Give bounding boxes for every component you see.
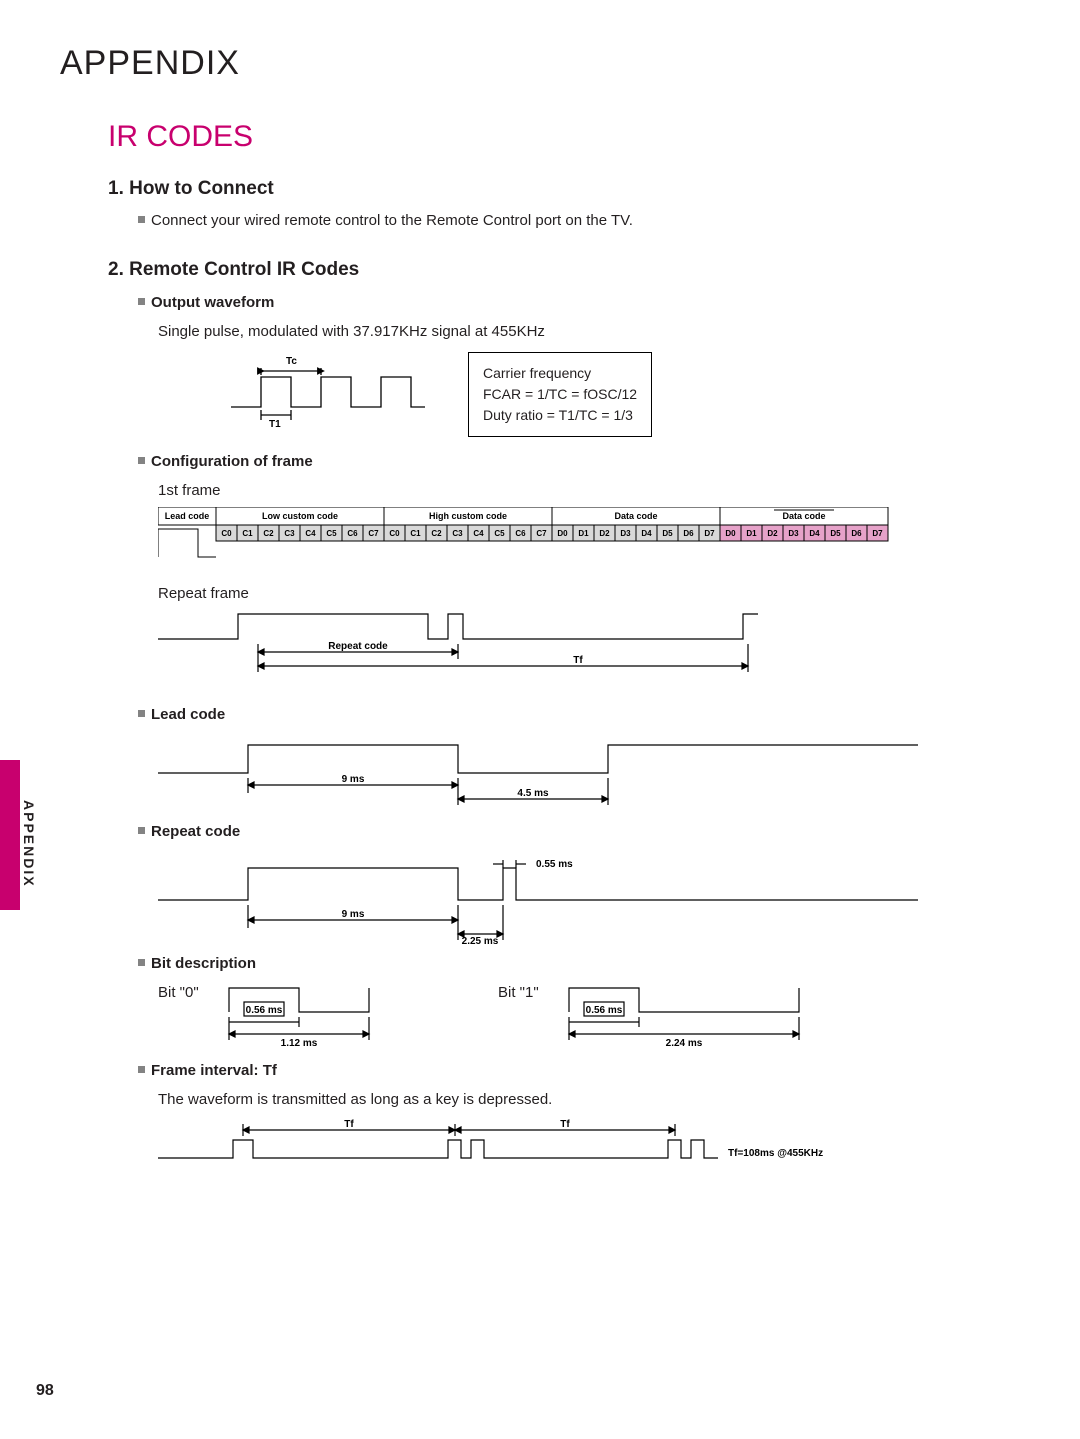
svg-text:D0: D0 xyxy=(725,529,736,538)
connect-text: Connect your wired remote control to the… xyxy=(151,210,1020,231)
side-accent-bar xyxy=(0,760,20,910)
output-desc: Single pulse, modulated with 37.917KHz s… xyxy=(158,321,1020,342)
frame-table-svg: Lead code Low custom code High custom co… xyxy=(158,507,918,567)
svg-text:4.5 ms: 4.5 ms xyxy=(517,788,549,799)
svg-text:Lead code: Lead code xyxy=(165,511,210,521)
svg-text:C6: C6 xyxy=(347,529,358,538)
svg-text:Low custom code: Low custom code xyxy=(262,511,338,521)
lead-code-svg: 9 ms 4.5 ms xyxy=(158,733,918,813)
output-waveform-label: Output waveform xyxy=(151,294,274,311)
bit-desc-row: Bit description xyxy=(138,953,1020,974)
svg-text:C0: C0 xyxy=(221,529,232,538)
svg-text:Data code: Data code xyxy=(782,511,825,521)
svg-text:C7: C7 xyxy=(536,529,547,538)
square-icon xyxy=(138,1066,145,1073)
svg-text:2.25 ms: 2.25 ms xyxy=(462,936,499,945)
repeat-frame-label: Repeat frame xyxy=(158,583,1020,604)
config-label: Configuration of frame xyxy=(151,453,313,470)
svg-text:C0: C0 xyxy=(389,529,400,538)
svg-text:Tf: Tf xyxy=(560,1119,570,1130)
svg-text:9 ms: 9 ms xyxy=(342,774,365,785)
svg-text:C3: C3 xyxy=(452,529,463,538)
square-icon xyxy=(138,216,145,223)
svg-text:D5: D5 xyxy=(830,529,841,538)
svg-text:C7: C7 xyxy=(368,529,379,538)
lead-code-label: Lead code xyxy=(151,706,225,723)
svg-text:Tf=108ms @455KHz: Tf=108ms @455KHz xyxy=(728,1148,823,1159)
side-label: APPENDIX xyxy=(18,800,38,888)
svg-text:D3: D3 xyxy=(620,529,631,538)
repeat-code-label: Repeat code xyxy=(151,823,240,840)
config-frame-row: Configuration of frame xyxy=(138,451,1020,472)
square-icon xyxy=(138,710,145,717)
svg-text:D2: D2 xyxy=(767,529,778,538)
svg-text:0.56 ms: 0.56 ms xyxy=(585,1005,622,1016)
svg-text:C4: C4 xyxy=(305,529,316,538)
repeat-code-row: Repeat code xyxy=(138,821,1020,842)
carrier-waveform-svg: Tc T1 xyxy=(228,352,428,432)
svg-text:D7: D7 xyxy=(704,529,715,538)
svg-text:T1: T1 xyxy=(269,419,281,430)
svg-text:Data code: Data code xyxy=(614,511,657,521)
svg-text:C1: C1 xyxy=(242,529,253,538)
svg-text:D6: D6 xyxy=(683,529,694,538)
svg-text:D4: D4 xyxy=(641,529,652,538)
repeat-frame-svg: Repeat code Tf xyxy=(158,604,918,684)
svg-text:C5: C5 xyxy=(326,529,337,538)
fcar-eq: FCAR = 1/TC = fOSC/12 xyxy=(483,384,637,405)
frame-int-svg: Tf Tf Tf=108ms @455KHz xyxy=(158,1116,938,1176)
bit0-label: Bit "0" xyxy=(158,982,199,1003)
svg-text:D1: D1 xyxy=(578,529,589,538)
lead-code-row: Lead code xyxy=(138,704,1020,725)
svg-text:0.56 ms: 0.56 ms xyxy=(245,1005,282,1016)
svg-text:9 ms: 9 ms xyxy=(342,909,365,920)
carrier-info-box: Carrier frequency FCAR = 1/TC = fOSC/12 … xyxy=(468,352,652,437)
bit1-svg: 0.56 ms 2.24 ms xyxy=(549,982,849,1052)
svg-text:C4: C4 xyxy=(473,529,484,538)
how-to-connect-heading: 1. How to Connect xyxy=(108,176,1020,203)
svg-text:C1: C1 xyxy=(410,529,421,538)
square-icon xyxy=(138,827,145,834)
svg-text:C2: C2 xyxy=(263,529,274,538)
svg-text:D0: D0 xyxy=(557,529,568,538)
svg-text:Repeat code: Repeat code xyxy=(328,641,388,652)
svg-text:D3: D3 xyxy=(788,529,799,538)
svg-text:D7: D7 xyxy=(872,529,883,538)
bit0-svg: 0.56 ms 1.12 ms xyxy=(209,982,439,1052)
output-waveform-row: Output waveform xyxy=(138,292,1020,313)
svg-text:C2: C2 xyxy=(431,529,442,538)
svg-text:Tf: Tf xyxy=(573,655,583,666)
svg-text:D4: D4 xyxy=(809,529,820,538)
svg-text:D2: D2 xyxy=(599,529,610,538)
square-icon xyxy=(138,457,145,464)
svg-text:D5: D5 xyxy=(662,529,673,538)
svg-text:0.55 ms: 0.55 ms xyxy=(536,859,573,870)
svg-text:Tc: Tc xyxy=(286,356,297,367)
svg-text:Tf: Tf xyxy=(344,1119,354,1130)
connect-bullet: Connect your wired remote control to the… xyxy=(138,210,1020,231)
square-icon xyxy=(138,959,145,966)
bit-desc-label: Bit description xyxy=(151,955,256,972)
svg-text:D1: D1 xyxy=(746,529,757,538)
frame-int-row: Frame interval: Tf xyxy=(138,1060,1020,1081)
svg-text:High custom code: High custom code xyxy=(429,511,507,521)
square-icon xyxy=(138,298,145,305)
svg-text:2.24 ms: 2.24 ms xyxy=(665,1038,702,1049)
duty-eq: Duty ratio = T1/TC = 1/3 xyxy=(483,405,637,426)
page-number: 98 xyxy=(36,1380,54,1402)
svg-text:1.12 ms: 1.12 ms xyxy=(280,1038,317,1049)
carrier-freq: Carrier frequency xyxy=(483,363,637,384)
svg-text:C3: C3 xyxy=(284,529,295,538)
ir-codes-title: IR CODES xyxy=(108,116,1020,158)
remote-ir-heading: 2. Remote Control IR Codes xyxy=(108,257,1020,284)
frame-int-label: Frame interval: Tf xyxy=(151,1062,277,1079)
first-frame-label: 1st frame xyxy=(158,480,1020,501)
svg-text:D6: D6 xyxy=(851,529,862,538)
frame-int-desc: The waveform is transmitted as long as a… xyxy=(158,1089,1020,1110)
svg-text:C6: C6 xyxy=(515,529,526,538)
appendix-title: APPENDIX xyxy=(60,40,1020,88)
bit1-label: Bit "1" xyxy=(498,982,539,1003)
svg-text:C5: C5 xyxy=(494,529,505,538)
repeat-code-svg: 0.55 ms 9 ms 2.25 ms xyxy=(158,850,918,945)
